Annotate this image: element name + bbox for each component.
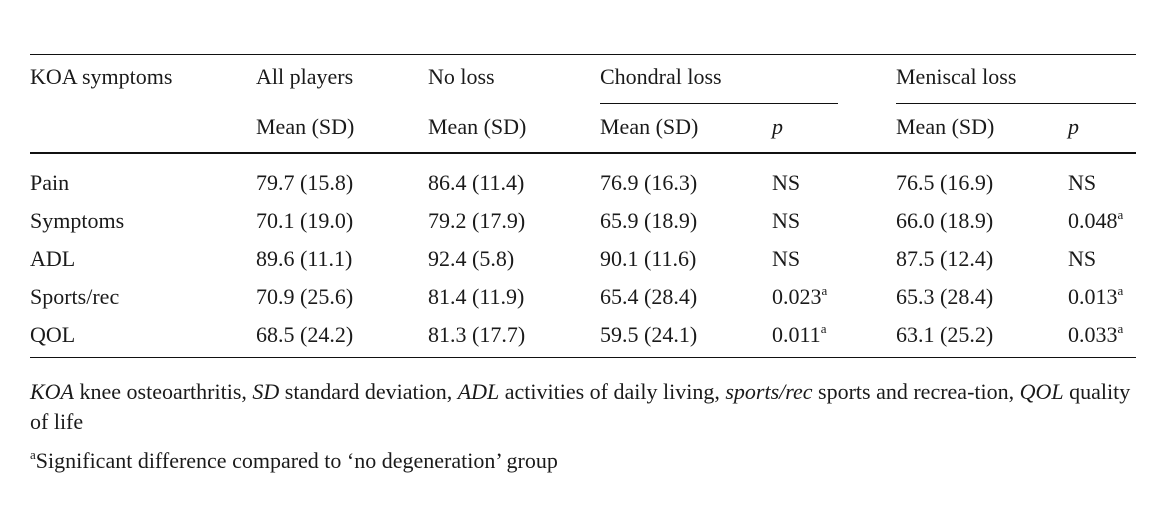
sig-marker: a — [821, 282, 828, 298]
subheader-noloss-mean-sd: Mean (SD) — [428, 114, 527, 139]
cell-meniscal-p: 0.013a — [1068, 284, 1123, 310]
p-value: NS — [772, 170, 801, 195]
p-value: NS — [1068, 170, 1097, 195]
abbrev-term: SD — [252, 379, 280, 404]
table-top-rule — [30, 54, 1136, 55]
cell-all-players: 89.6 (11.1) — [256, 246, 353, 271]
cell-chondral-p: 0.011a — [772, 322, 826, 348]
abbrev-def: knee osteoarthritis, — [74, 379, 253, 404]
cell-no-loss: 81.3 (17.7) — [428, 322, 526, 347]
header-no-loss: No loss — [428, 64, 495, 89]
header-bottom-rule — [30, 152, 1136, 154]
p-value: 0.048 — [1068, 208, 1118, 233]
cell-no-loss: 79.2 (17.9) — [428, 208, 526, 233]
row-label: ADL — [30, 246, 76, 271]
row-label: QOL — [30, 322, 76, 347]
cell-chondral-p: NS — [772, 246, 800, 272]
p-value: NS — [772, 246, 801, 271]
abbrev-term: KOA — [30, 379, 74, 404]
footnote-significance: aSignificant difference compared to ‘no … — [30, 446, 1140, 476]
cell-chondral-mean: 59.5 (24.1) — [600, 322, 698, 347]
abbrev-def: standard deviation, — [279, 379, 458, 404]
sig-marker: a — [1117, 206, 1124, 222]
meniscal-span-rule — [896, 103, 1136, 104]
subheader-meniscal-p: p — [1068, 114, 1079, 139]
cell-no-loss: 81.4 (11.9) — [428, 284, 525, 309]
row-label: Symptoms — [30, 208, 125, 233]
sig-marker: a — [820, 320, 827, 336]
sig-marker: a — [1117, 320, 1124, 336]
p-value: NS — [772, 208, 801, 233]
subheader-all-mean-sd: Mean (SD) — [256, 114, 355, 139]
cell-all-players: 79.7 (15.8) — [256, 170, 354, 195]
cell-meniscal-mean: 87.5 (12.4) — [896, 246, 994, 271]
row-label: Sports/rec — [30, 284, 120, 309]
sig-marker: a — [30, 446, 36, 462]
p-value: 0.011 — [772, 322, 821, 347]
abbrev-def: sports and recrea-tion, — [812, 379, 1020, 404]
table-bottom-rule — [30, 357, 1136, 358]
cell-chondral-p: NS — [772, 208, 800, 234]
cell-chondral-mean: 90.1 (11.6) — [600, 246, 697, 271]
cell-all-players: 70.9 (25.6) — [256, 284, 354, 309]
row-label: Pain — [30, 170, 70, 195]
cell-all-players: 68.5 (24.2) — [256, 322, 354, 347]
cell-meniscal-mean: 76.5 (16.9) — [896, 170, 994, 195]
cell-meniscal-p: 0.048a — [1068, 208, 1123, 234]
cell-chondral-p: 0.023a — [772, 284, 827, 310]
subheader-chondral-p: p — [772, 114, 783, 139]
header-meniscal-loss: Meniscal loss — [896, 64, 1017, 89]
cell-meniscal-p: NS — [1068, 246, 1096, 272]
abbrev-term: sports/rec — [725, 379, 813, 404]
cell-meniscal-mean: 65.3 (28.4) — [896, 284, 994, 309]
abbrev-def: quality of life — [30, 379, 1131, 434]
p-value: 0.013 — [1068, 284, 1118, 309]
cell-chondral-mean: 76.9 (16.3) — [600, 170, 698, 195]
p-value: 0.033 — [1068, 322, 1118, 347]
cell-no-loss: 92.4 (5.8) — [428, 246, 515, 271]
footnote-abbreviations: KOA knee osteoarthritis, SD standard dev… — [30, 377, 1140, 437]
p-value: NS — [1068, 246, 1097, 271]
header-koa-symptoms: KOA symptoms — [30, 64, 173, 89]
cell-all-players: 70.1 (19.0) — [256, 208, 354, 233]
cell-meniscal-p: NS — [1068, 170, 1096, 196]
cell-meniscal-mean: 66.0 (18.9) — [896, 208, 994, 233]
cell-meniscal-p: 0.033a — [1068, 322, 1123, 348]
subheader-meniscal-mean-sd: Mean (SD) — [896, 114, 995, 139]
cell-meniscal-mean: 63.1 (25.2) — [896, 322, 994, 347]
cell-chondral-mean: 65.4 (28.4) — [600, 284, 698, 309]
header-chondral-loss: Chondral loss — [600, 64, 722, 89]
abbrev-term: QOL — [1019, 379, 1064, 404]
sig-footnote-text: Significant difference compared to ‘no d… — [35, 448, 558, 473]
header-all-players: All players — [256, 64, 354, 89]
cell-no-loss: 86.4 (11.4) — [428, 170, 525, 195]
p-value: 0.023 — [772, 284, 822, 309]
cell-chondral-mean: 65.9 (18.9) — [600, 208, 698, 233]
sig-marker: a — [1117, 282, 1124, 298]
cell-chondral-p: NS — [772, 170, 800, 196]
chondral-span-rule — [600, 103, 838, 104]
subheader-chondral-mean-sd: Mean (SD) — [600, 114, 699, 139]
abbrev-def: activities of daily living, — [499, 379, 726, 404]
abbrev-term: ADL — [457, 379, 500, 404]
